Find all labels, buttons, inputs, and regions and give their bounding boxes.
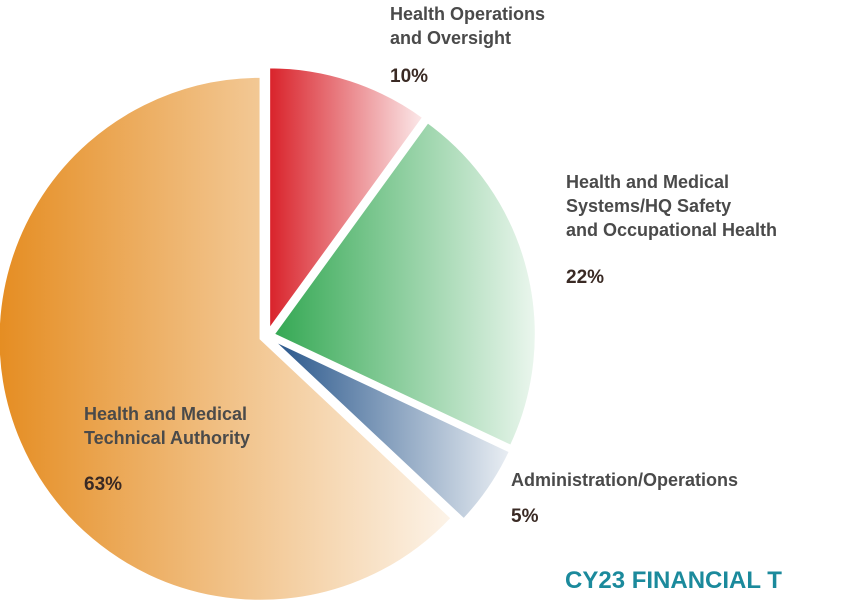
pie-slice: [268, 66, 425, 333]
slice-value-label: 5%: [511, 506, 539, 527]
pie-slice: [272, 339, 512, 521]
slice-value-label: 22%: [566, 267, 604, 288]
slice-value-label: 10%: [390, 66, 428, 87]
slice-label: Administration/Operations: [511, 470, 738, 490]
slice-label: Health Operations and Oversight: [390, 4, 550, 48]
chart-title: CY23 FINANCIAL T: [565, 567, 782, 594]
slice-label: Health and Medical Systems/HQ Safety and…: [566, 172, 777, 240]
pie-slice: [0, 75, 453, 600]
slice-label: Health and Medical Technical Authority: [84, 404, 252, 448]
slice-value-label: 63%: [84, 474, 122, 495]
pie-slice: [272, 120, 537, 448]
